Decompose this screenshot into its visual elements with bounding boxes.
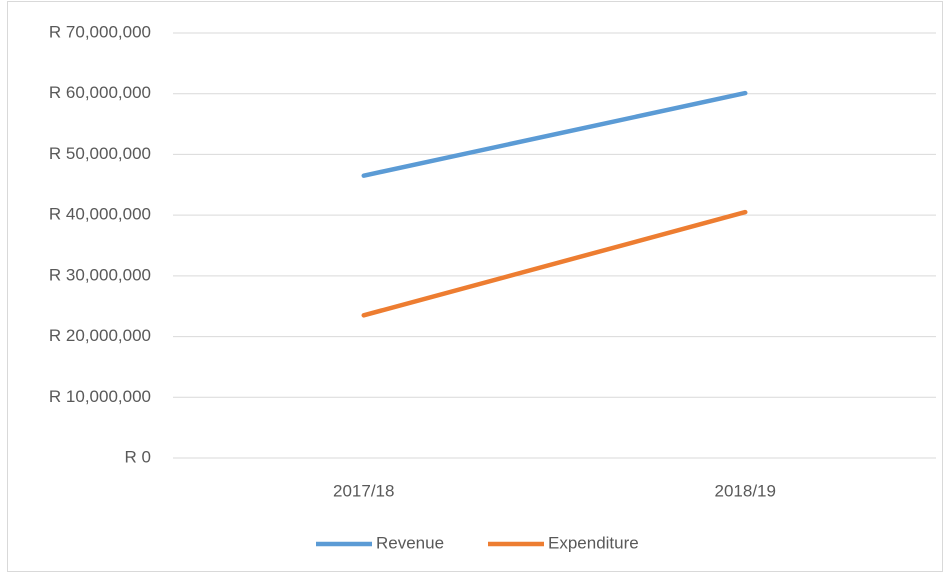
- x-tick-label: 2017/18: [333, 481, 394, 500]
- y-tick-label: R 70,000,000: [49, 22, 151, 41]
- y-tick-label: R 20,000,000: [49, 326, 151, 345]
- y-tick-label: R 0: [125, 447, 151, 466]
- y-tick-label: R 10,000,000: [49, 387, 151, 406]
- series-line: [361, 209, 748, 318]
- legend-label: Revenue: [376, 533, 444, 552]
- y-tick-label: R 50,000,000: [49, 144, 151, 163]
- y-tick-label: R 40,000,000: [49, 205, 151, 224]
- legend-label: Expenditure: [548, 533, 639, 552]
- y-tick-label: R 30,000,000: [49, 265, 151, 284]
- series-line: [361, 90, 748, 178]
- x-tick-label: 2018/19: [715, 481, 776, 500]
- y-tick-label: R 60,000,000: [49, 83, 151, 102]
